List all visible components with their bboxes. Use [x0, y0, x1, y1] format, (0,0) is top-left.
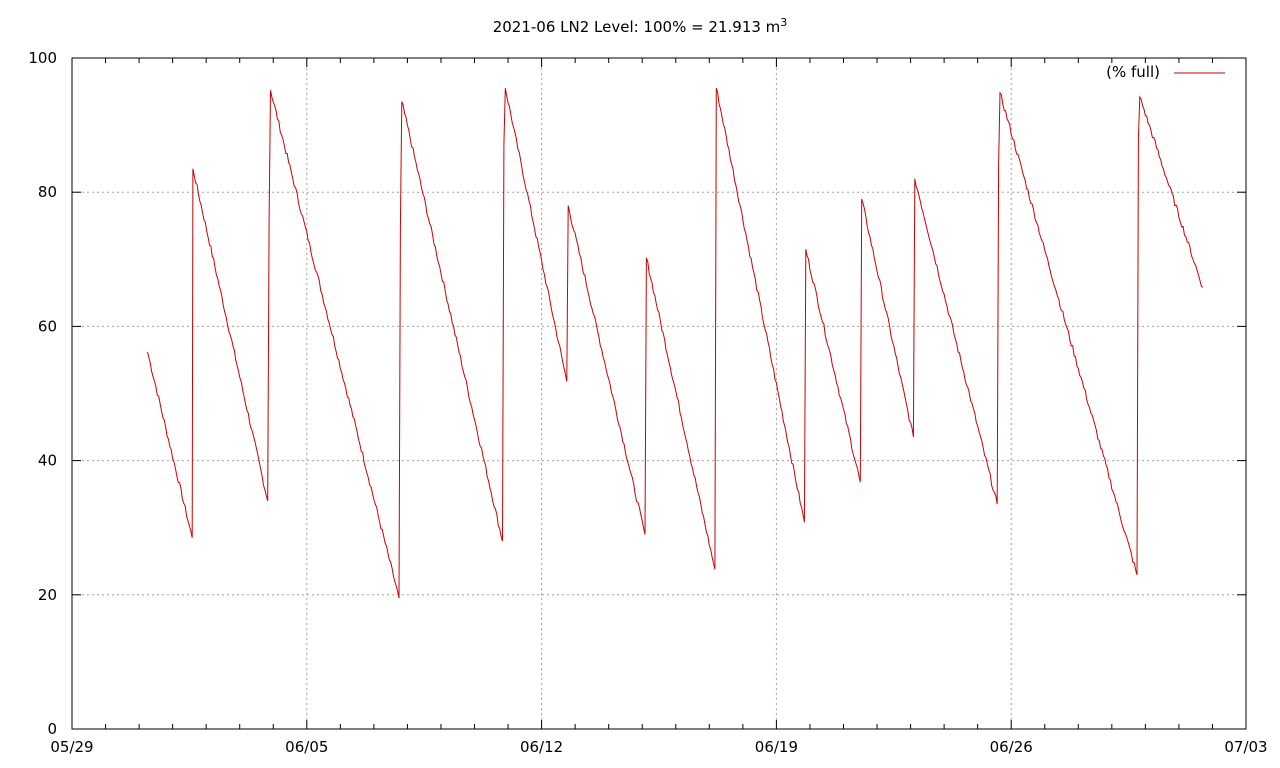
plot-frame — [71, 57, 1247, 730]
legend-label: (% full) — [1106, 63, 1160, 81]
chart-title: 2021-06 LN2 Level: 100% = 21.913 m3 — [493, 16, 788, 36]
y-tick-label: 40 — [38, 452, 57, 470]
x-tick-label: 06/12 — [520, 738, 563, 756]
y-tick-label: 0 — [47, 720, 57, 738]
tick-labels: 05/29 06/05 06/12 06/19 06/26 07/03 0 20 40 60 80 1… — [28, 49, 1267, 756]
x-tick-label: 06/26 — [990, 738, 1033, 756]
x-tick-label: 06/05 — [285, 738, 328, 756]
series-layer — [147, 88, 1204, 599]
chart-title-main: 2021-06 LN2 Level: 100% = 21.913 m — [493, 18, 781, 36]
y-tick-label: 20 — [38, 586, 57, 604]
x-tick-label: 06/19 — [755, 738, 798, 756]
x-tick-label: 05/29 — [50, 738, 93, 756]
y-tick-label: 80 — [38, 183, 57, 201]
chart-title-superscript: 3 — [780, 16, 787, 29]
y-tick-label: 100 — [28, 49, 57, 67]
axis-ticks — [71, 57, 1247, 730]
grid-lines — [72, 58, 1246, 729]
x-tick-label: 07/03 — [1224, 738, 1267, 756]
y-tick-label: 60 — [38, 317, 57, 335]
legend: (% full) — [1106, 63, 1225, 81]
series-line — [147, 88, 1204, 599]
